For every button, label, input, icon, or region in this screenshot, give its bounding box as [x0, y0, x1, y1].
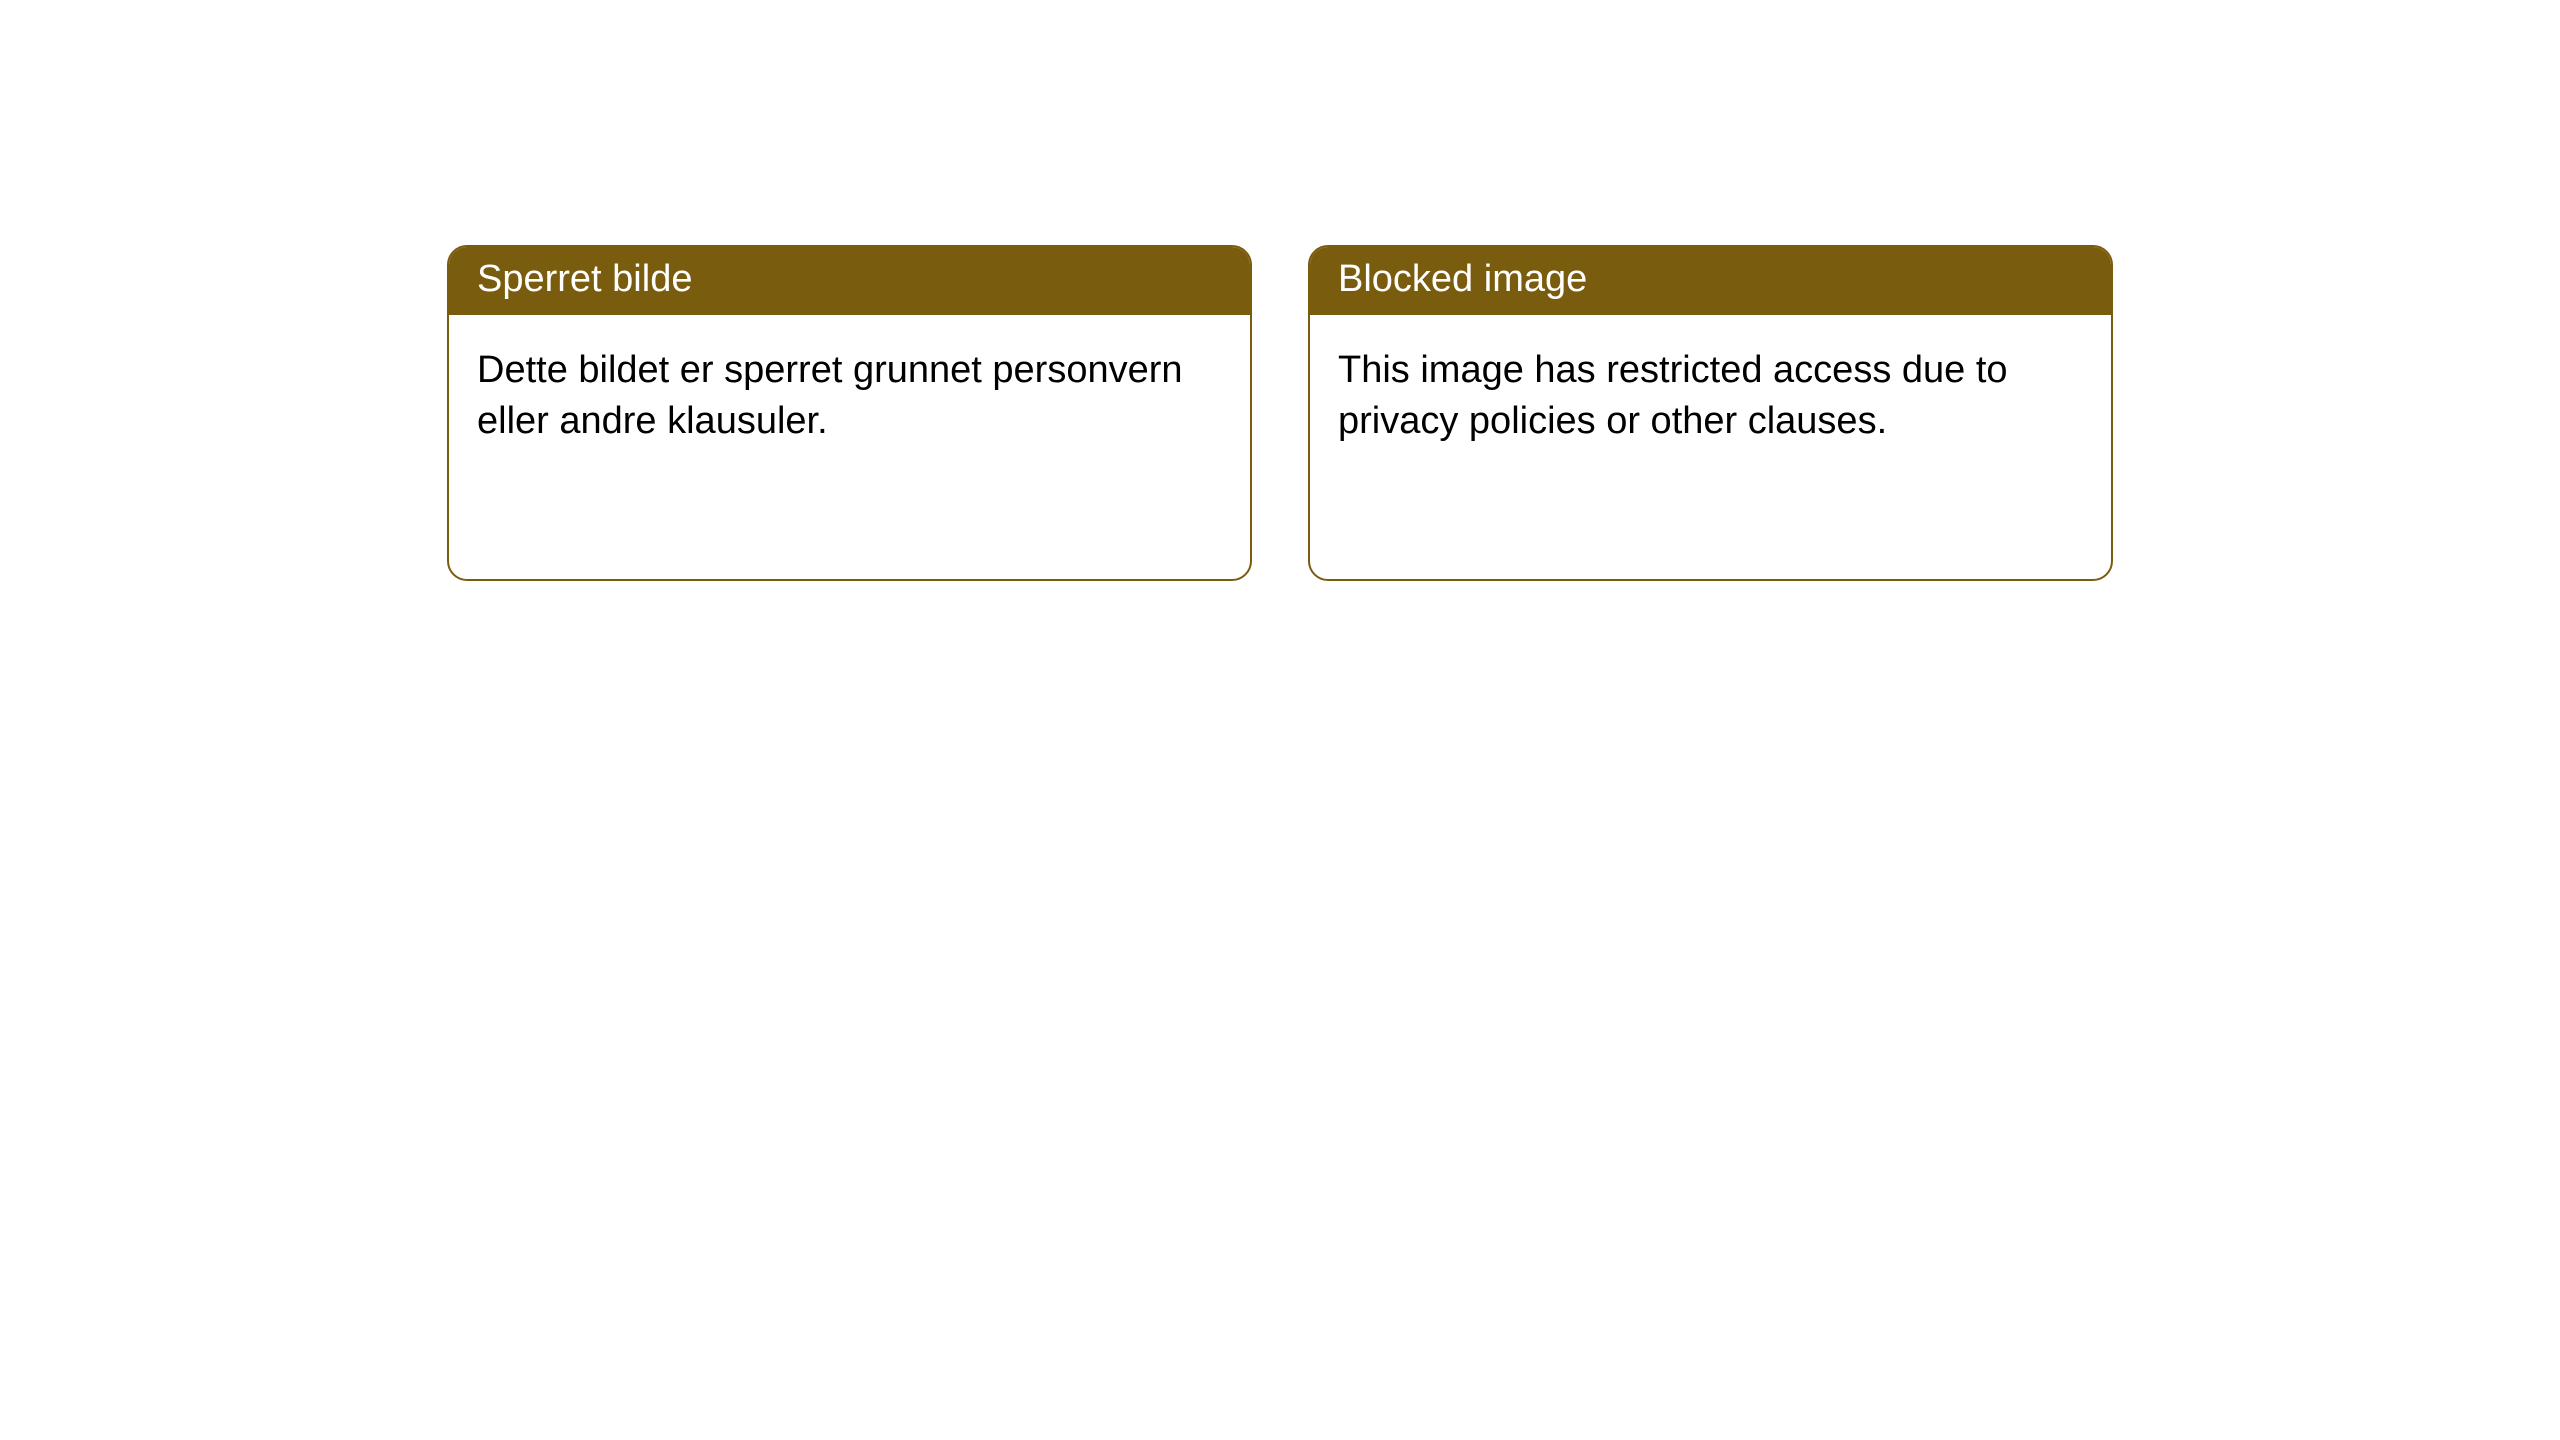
- notice-header-en: Blocked image: [1310, 247, 2111, 315]
- notice-body-no: Dette bildet er sperret grunnet personve…: [449, 315, 1250, 478]
- notice-card-en: Blocked image This image has restricted …: [1308, 245, 2113, 581]
- notice-body-en: This image has restricted access due to …: [1310, 315, 2111, 478]
- notice-card-no: Sperret bilde Dette bildet er sperret gr…: [447, 245, 1252, 581]
- notice-header-no: Sperret bilde: [449, 247, 1250, 315]
- notice-cards-row: Sperret bilde Dette bildet er sperret gr…: [447, 245, 2113, 581]
